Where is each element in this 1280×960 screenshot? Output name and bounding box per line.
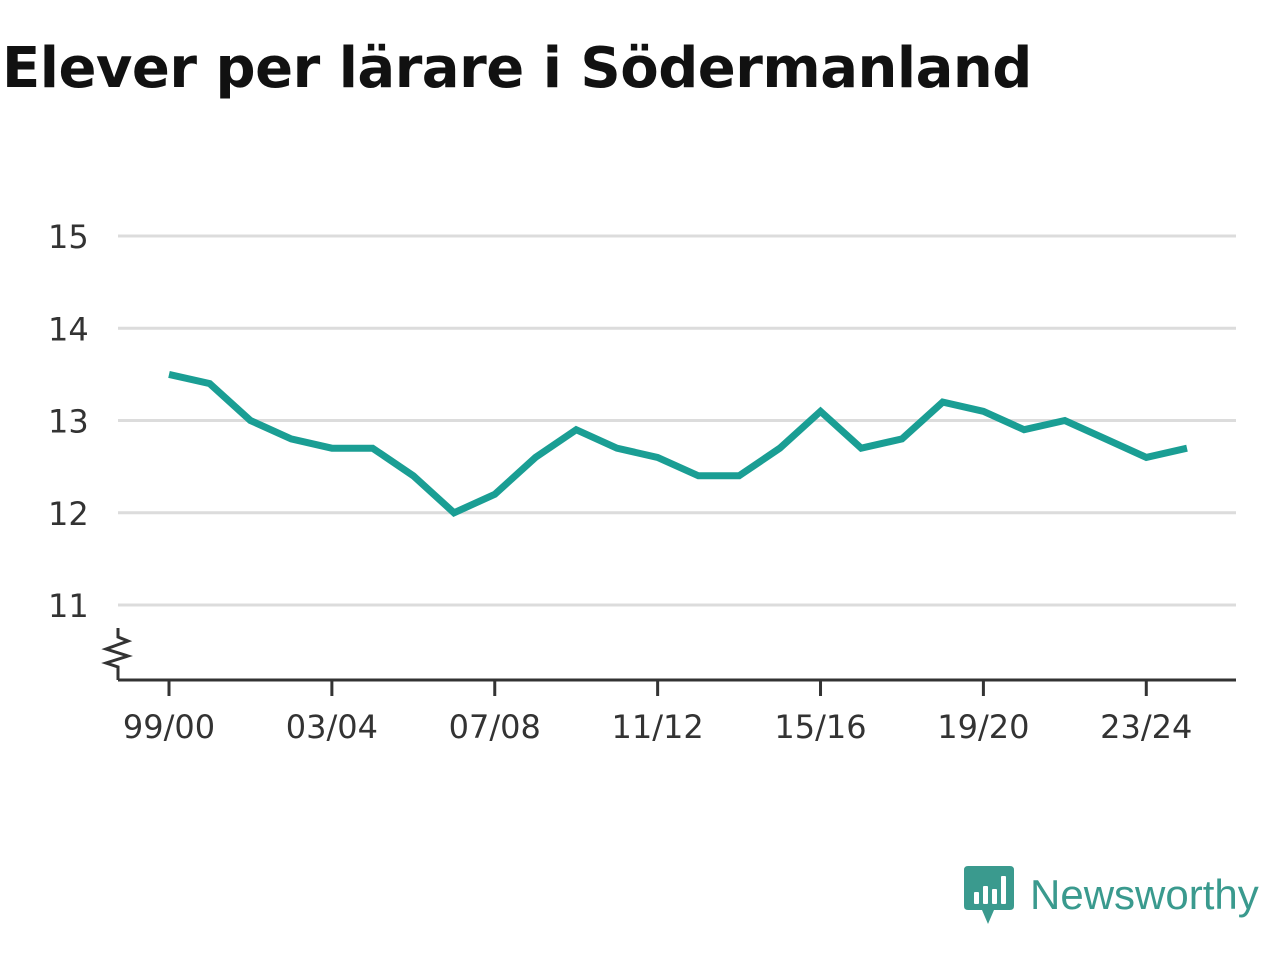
x-tick-label-19/20: 19/20 (937, 708, 1029, 746)
y-axis-ticks: 11 12 13 14 15 (48, 218, 89, 625)
x-axis-ticks: 99/00 03/04 07/08 11/12 15/16 19/20 23/24 (123, 680, 1192, 746)
series-line-0 (168, 370, 1188, 517)
series-group (168, 370, 1188, 517)
x-axis (101, 628, 1236, 682)
y-tick-label-11: 11 (48, 587, 89, 625)
x-tick-label-07/08: 07/08 (449, 708, 541, 746)
y-tick-label-15: 15 (48, 218, 89, 256)
y-tick-label-12: 12 (48, 495, 89, 533)
x-tick-label-99/00: 99/00 (123, 708, 215, 746)
x-tick-label-03/04: 03/04 (286, 708, 378, 746)
chart-title: Elever per lärare i Södermanland (2, 36, 1032, 101)
y-tick-label-14: 14 (48, 310, 89, 348)
y-axis-break-icon (101, 628, 133, 680)
brand-logo: Newsworthy (964, 866, 1259, 924)
x-tick-label-15/16: 15/16 (774, 708, 866, 746)
brand-name: Newsworthy (1030, 871, 1259, 918)
x-tick-label-23/24: 23/24 (1100, 708, 1192, 746)
y-tick-label-13: 13 (48, 403, 89, 441)
newsworthy-logo-icon (964, 866, 1014, 924)
x-tick-label-11/12: 11/12 (612, 708, 704, 746)
